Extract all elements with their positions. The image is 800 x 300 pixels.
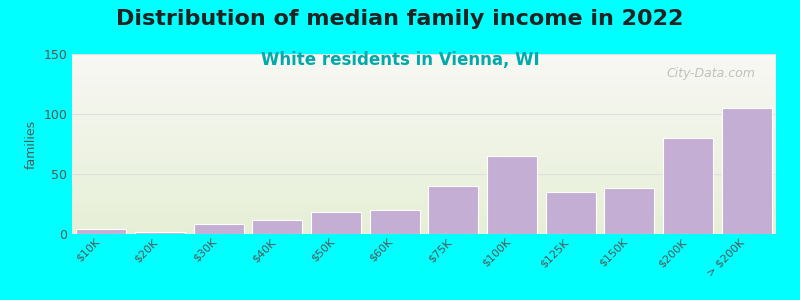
Bar [77, 229, 126, 234]
Bar [722, 108, 771, 234]
Y-axis label: families: families [25, 119, 38, 169]
Bar [194, 224, 243, 234]
Bar [663, 138, 713, 234]
Bar [370, 210, 419, 234]
Bar [429, 186, 478, 234]
Text: Distribution of median family income in 2022: Distribution of median family income in … [116, 9, 684, 29]
Text: White residents in Vienna, WI: White residents in Vienna, WI [261, 51, 539, 69]
Bar [487, 156, 537, 234]
Text: City-Data.com: City-Data.com [666, 67, 755, 80]
Bar [605, 188, 654, 234]
Bar [253, 220, 302, 234]
Bar [311, 212, 361, 234]
Bar [546, 192, 595, 234]
Bar [135, 232, 185, 234]
